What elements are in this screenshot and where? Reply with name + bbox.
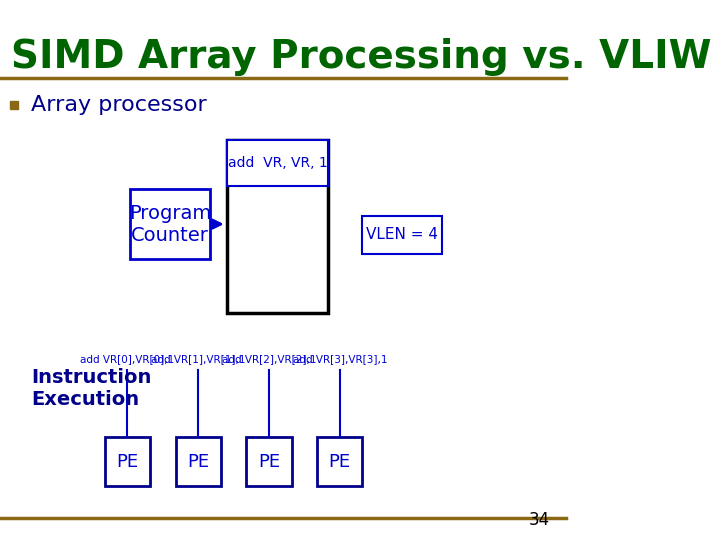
FancyBboxPatch shape [227,140,328,186]
Text: PE: PE [329,453,351,471]
FancyBboxPatch shape [246,437,292,486]
FancyBboxPatch shape [362,216,442,254]
FancyBboxPatch shape [317,437,362,486]
Text: PE: PE [258,453,280,471]
FancyBboxPatch shape [227,140,328,313]
Text: add  VR, VR, 1: add VR, VR, 1 [228,157,328,170]
Text: add VR[0],VR[0],1: add VR[0],VR[0],1 [81,354,174,364]
FancyBboxPatch shape [176,437,221,486]
Text: add VR[2],VR[2],1: add VR[2],VR[2],1 [222,354,316,364]
FancyBboxPatch shape [105,437,150,486]
Text: Instruction
Execution: Instruction Execution [31,368,151,409]
Text: PE: PE [187,453,210,471]
Text: Array processor: Array processor [31,95,207,116]
Text: 34: 34 [528,511,549,529]
FancyBboxPatch shape [130,189,210,259]
Text: SIMD Array Processing vs. VLIW: SIMD Array Processing vs. VLIW [12,38,712,76]
Text: add VR[1],VR[1],1: add VR[1],VR[1],1 [151,354,246,364]
Text: PE: PE [117,453,138,471]
Text: VLEN = 4: VLEN = 4 [366,227,438,242]
Text: Program
Counter: Program Counter [129,204,211,245]
Text: add VR[3],VR[3],1: add VR[3],VR[3],1 [292,354,387,364]
